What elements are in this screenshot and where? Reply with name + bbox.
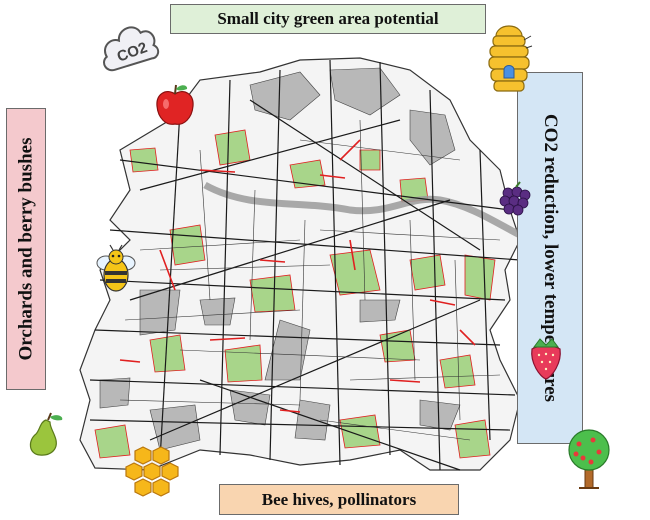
green-areas (94, 129, 496, 459)
left-text: Orchards and berry bushes (15, 137, 36, 361)
blackberry-icon (499, 181, 531, 216)
title-banner-right: CO2 reduction, lower temperatures (517, 72, 583, 444)
bottom-text: Bee hives, pollinators (261, 489, 417, 509)
pear-icon (29, 412, 63, 456)
street-network (89, 59, 521, 471)
title-banner-left: Orchards and berry bushes (6, 108, 46, 390)
title-text: Small city green area potential (217, 9, 439, 28)
potential-edges (119, 139, 476, 413)
river (203, 181, 522, 239)
title-banner-top: Small city green area potential (170, 4, 486, 34)
strawberry-icon (531, 338, 561, 380)
fruit-tree-icon (568, 429, 610, 489)
apple-icon (156, 84, 194, 125)
beehive-icon (488, 25, 533, 92)
honeycomb-icon (125, 446, 179, 497)
title-banner-bottom: Bee hives, pollinators (219, 484, 459, 515)
bee-icon (96, 244, 136, 292)
co2-cloud-icon: CO2 (103, 26, 160, 72)
minor-streets (119, 119, 501, 441)
